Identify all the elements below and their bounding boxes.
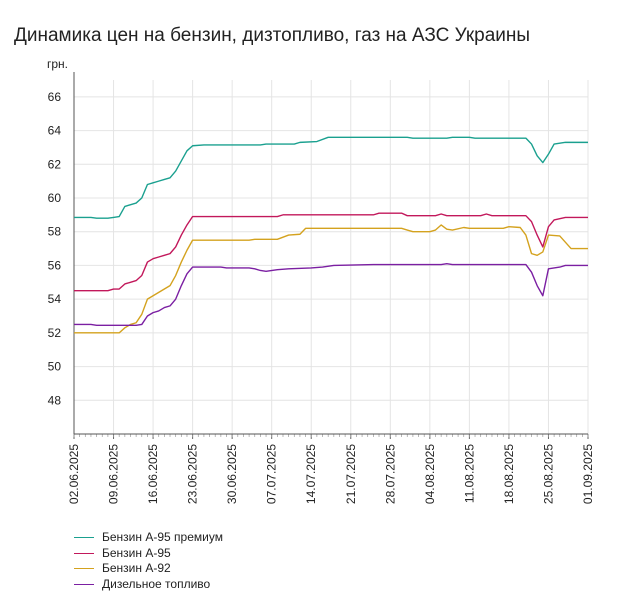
- legend-swatch: [74, 552, 94, 554]
- x-tick-label: 25.08.2025: [541, 444, 555, 504]
- y-tick-label: 62: [48, 157, 62, 171]
- x-tick-label: 02.06.2025: [67, 444, 81, 504]
- legend-item: Бензин А-92: [74, 561, 223, 577]
- y-tick-label: 66: [48, 90, 62, 104]
- y-axis-label: грн.: [47, 57, 68, 71]
- y-tick-label: 64: [48, 124, 62, 138]
- legend-swatch: [74, 583, 94, 585]
- x-tick-label: 14.07.2025: [304, 444, 318, 504]
- x-tick-label: 16.06.2025: [146, 444, 160, 504]
- x-tick-label: 11.08.2025: [462, 444, 476, 503]
- x-tick-label: 30.06.2025: [225, 444, 239, 504]
- series-lines: [74, 136, 588, 334]
- legend-label: Бензин А-92: [102, 561, 171, 575]
- legend-label: Бензин А-95 премиум: [102, 530, 223, 544]
- x-tick-label: 23.06.2025: [186, 444, 200, 504]
- legend-label: Дизельное топливо: [102, 576, 211, 591]
- x-tick-label: 18.08.2025: [502, 444, 516, 504]
- legend-swatch: [74, 568, 94, 570]
- legend-item: Бензин А-95: [74, 546, 223, 562]
- y-tick-label: 54: [48, 292, 62, 306]
- x-tick-label: 07.07.2025: [265, 444, 279, 504]
- y-tick-label: 58: [48, 225, 62, 239]
- x-tick-label: 01.09.2025: [581, 444, 595, 504]
- x-tick-label: 28.07.2025: [383, 444, 397, 504]
- grid: [73, 80, 589, 434]
- y-tick-label: 50: [48, 360, 62, 374]
- series-line-3: [74, 263, 588, 326]
- axes: [73, 72, 589, 439]
- tick-labels: 48 50 52 54 56 58 60 62 64 66 02.06.2025 09.06.2025…: [47, 57, 595, 504]
- legend-swatch: [74, 537, 94, 539]
- legend: Бензин А-95 премиум Бензин А-95 Бензин А-9…: [74, 530, 223, 592]
- x-tick-label: 09.06.2025: [107, 444, 121, 504]
- legend-item: Бензин А-95 премиум: [74, 530, 223, 546]
- legend-label: Бензин А-95: [102, 545, 171, 560]
- y-tick-label: 52: [48, 326, 62, 340]
- series-line-1: [74, 212, 588, 292]
- series-line-0: [74, 136, 588, 219]
- chart-title: Динамика цен на бензин, дизтопливо, газ …: [14, 25, 531, 46]
- x-tick-label: 04.08.2025: [423, 444, 437, 504]
- series-line-2: [74, 224, 588, 334]
- line-chart: 48 50 52 54 56 58 60 62 64 66 02.06.2025 09.06.2025…: [47, 57, 595, 504]
- y-tick-label: 48: [48, 393, 62, 407]
- y-tick-label: 60: [48, 191, 62, 205]
- legend-item: Дизельное топливо: [74, 577, 223, 593]
- x-tick-label: 21.07.2025: [344, 444, 358, 504]
- y-tick-label: 56: [48, 258, 62, 272]
